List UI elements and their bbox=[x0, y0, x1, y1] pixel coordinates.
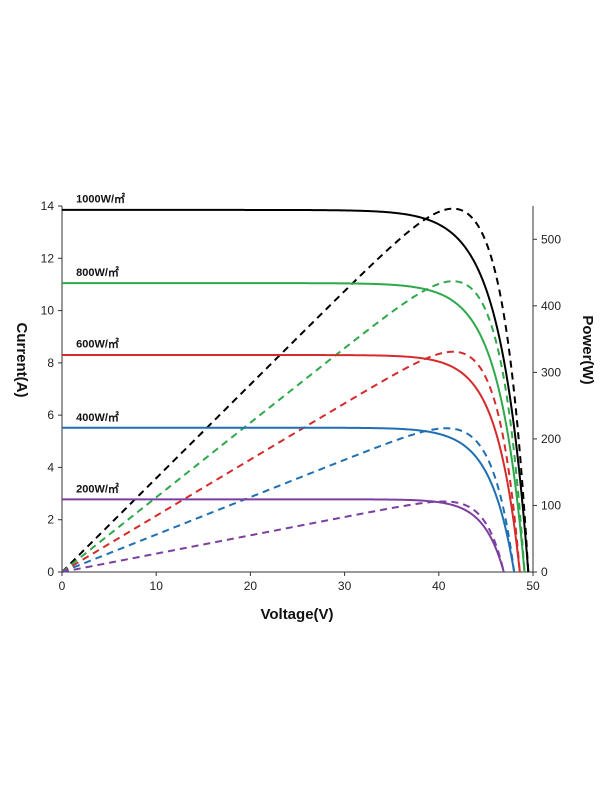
iv-curve bbox=[62, 498, 505, 573]
y-left-tick-label: 14 bbox=[41, 199, 55, 213]
y-right-tick-label: 400 bbox=[541, 299, 561, 313]
irradiance-label: 800W/㎡ bbox=[76, 265, 119, 279]
power-curve bbox=[61, 280, 526, 573]
y-right-ticks: 0 100 200 300 400 500 bbox=[533, 232, 561, 579]
irradiance-label: 600W/㎡ bbox=[76, 337, 119, 351]
x-tick-label: 30 bbox=[338, 579, 352, 593]
power-curve bbox=[61, 427, 516, 573]
y-left-ticks: 0 2 4 6 8 10 12 14 bbox=[41, 199, 62, 579]
x-tick-label: 10 bbox=[150, 579, 164, 593]
y-left-tick-label: 2 bbox=[47, 513, 54, 527]
curves bbox=[61, 207, 530, 573]
y-left-tick-label: 8 bbox=[47, 356, 54, 370]
x-tick-label: 40 bbox=[432, 579, 446, 593]
y-left-tick-label: 12 bbox=[41, 251, 55, 265]
x-tick-label: 0 bbox=[59, 579, 66, 593]
iv-curve bbox=[62, 282, 526, 573]
y-right-tick-label: 100 bbox=[541, 498, 561, 512]
x-axis-title: Voltage(V) bbox=[260, 606, 333, 623]
curve-labels: 1000W/㎡ 800W/㎡ 600W/㎡ 400W/㎡ 200W/㎡ bbox=[76, 192, 125, 496]
y-left-tick-label: 0 bbox=[47, 565, 54, 579]
y-left-tick-label: 10 bbox=[41, 304, 55, 318]
y-right-tick-label: 200 bbox=[541, 432, 561, 446]
y-right-tick-label: 300 bbox=[541, 365, 561, 379]
irradiance-label: 400W/㎡ bbox=[76, 410, 119, 424]
y-right-axis-title: Power(W) bbox=[579, 315, 596, 384]
y-right-tick-label: 500 bbox=[541, 232, 561, 246]
y-right-tick-label: 0 bbox=[541, 565, 548, 579]
power-curve bbox=[61, 500, 505, 573]
x-ticks: 0 10 20 30 40 50 bbox=[59, 572, 540, 593]
iv-curve bbox=[62, 208, 530, 573]
iv-curve bbox=[62, 354, 521, 573]
power-curve bbox=[61, 207, 530, 573]
iv-curve bbox=[62, 426, 516, 573]
y-left-tick-label: 6 bbox=[47, 408, 54, 422]
power-curve bbox=[61, 350, 521, 573]
irradiance-label: 1000W/㎡ bbox=[76, 192, 125, 206]
y-left-axis-title: Current(A) bbox=[13, 323, 30, 398]
irradiance-label: 200W/㎡ bbox=[76, 481, 119, 495]
y-left-tick-label: 4 bbox=[47, 460, 54, 474]
x-tick-label: 50 bbox=[526, 579, 540, 593]
x-tick-label: 20 bbox=[244, 579, 258, 593]
plot-area: 0 10 20 30 40 50 0 2 4 6 8 10 12 14 0 100 200 300 400 500… bbox=[41, 192, 562, 593]
